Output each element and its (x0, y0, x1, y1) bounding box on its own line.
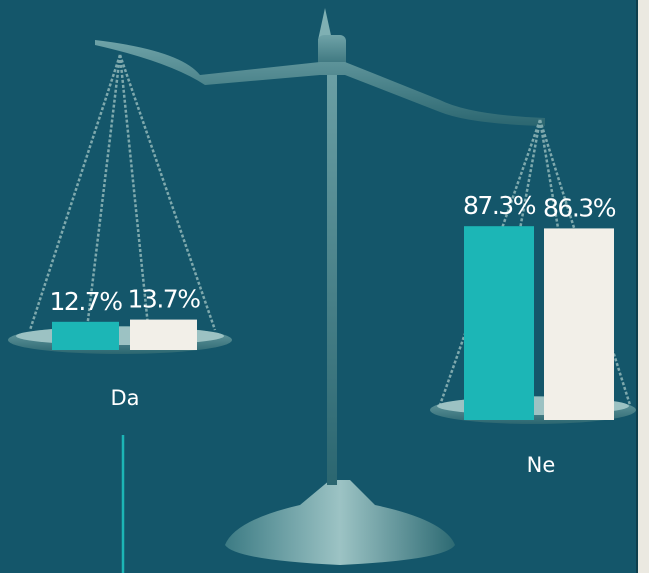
value-label: 87.3% (463, 191, 536, 220)
value-label: 12.7% (50, 287, 123, 316)
category-label: Da (110, 386, 139, 410)
value-label: 13.7% (128, 285, 201, 314)
bar (544, 228, 614, 420)
category-label: Ne (527, 453, 556, 477)
side-panel (637, 0, 649, 573)
bar (464, 226, 534, 420)
page: Da12.7%13.7%Ne87.3%86.3% (() => { const … (0, 0, 649, 573)
bar (130, 320, 197, 350)
value-label: 86.3% (543, 193, 616, 222)
chart: Da 12.7%13.7% Ne 87.3%86.3% (0, 0, 649, 573)
bar (52, 322, 119, 350)
